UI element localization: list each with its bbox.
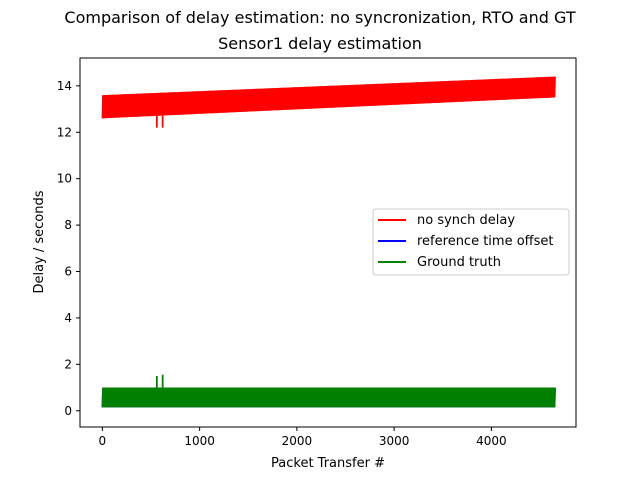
y-axis-label: Delay / seconds [32, 190, 47, 293]
x-axis: 0 1000 2000 3000 4000 [99, 427, 507, 448]
y-tick-label: 8 [64, 218, 72, 232]
y-tick-label: 14 [57, 79, 72, 93]
y-tick-label: 6 [64, 265, 72, 279]
y-tick-label: 4 [64, 311, 72, 325]
legend-label: no synch delay [417, 213, 515, 228]
x-tick-label: 1000 [184, 434, 215, 448]
series-band [101, 387, 556, 408]
x-tick-label: 2000 [282, 434, 313, 448]
y-tick-label: 10 [57, 172, 72, 186]
y-tick-label: 2 [64, 357, 72, 371]
axes-frame [79, 57, 577, 428]
x-tick-label: 0 [99, 434, 107, 448]
plot-area [79, 57, 577, 428]
figure-suptitle: Comparison of delay estimation: no syncr… [64, 8, 576, 27]
series-layer [101, 76, 556, 408]
x-tick-label: 4000 [476, 434, 507, 448]
series-no-synch-delay [101, 76, 556, 128]
chart-title: Sensor1 delay estimation [218, 34, 422, 53]
legend-label: Ground truth [417, 255, 501, 270]
y-axis: 0 2 4 6 8 10 12 14 [57, 79, 80, 418]
series-ground-truth [101, 374, 556, 408]
y-tick-label: 0 [64, 404, 72, 418]
y-tick-label: 12 [57, 125, 72, 139]
legend-box [372, 208, 570, 276]
series-hit [102, 388, 554, 408]
x-axis-label: Packet Transfer # [271, 456, 385, 471]
series-band [101, 76, 556, 119]
legend: no synch delay reference time offset Groun… [372, 208, 570, 276]
legend-label: reference time offset [417, 234, 554, 249]
series-hit [102, 77, 554, 119]
x-tick-label: 3000 [379, 434, 410, 448]
